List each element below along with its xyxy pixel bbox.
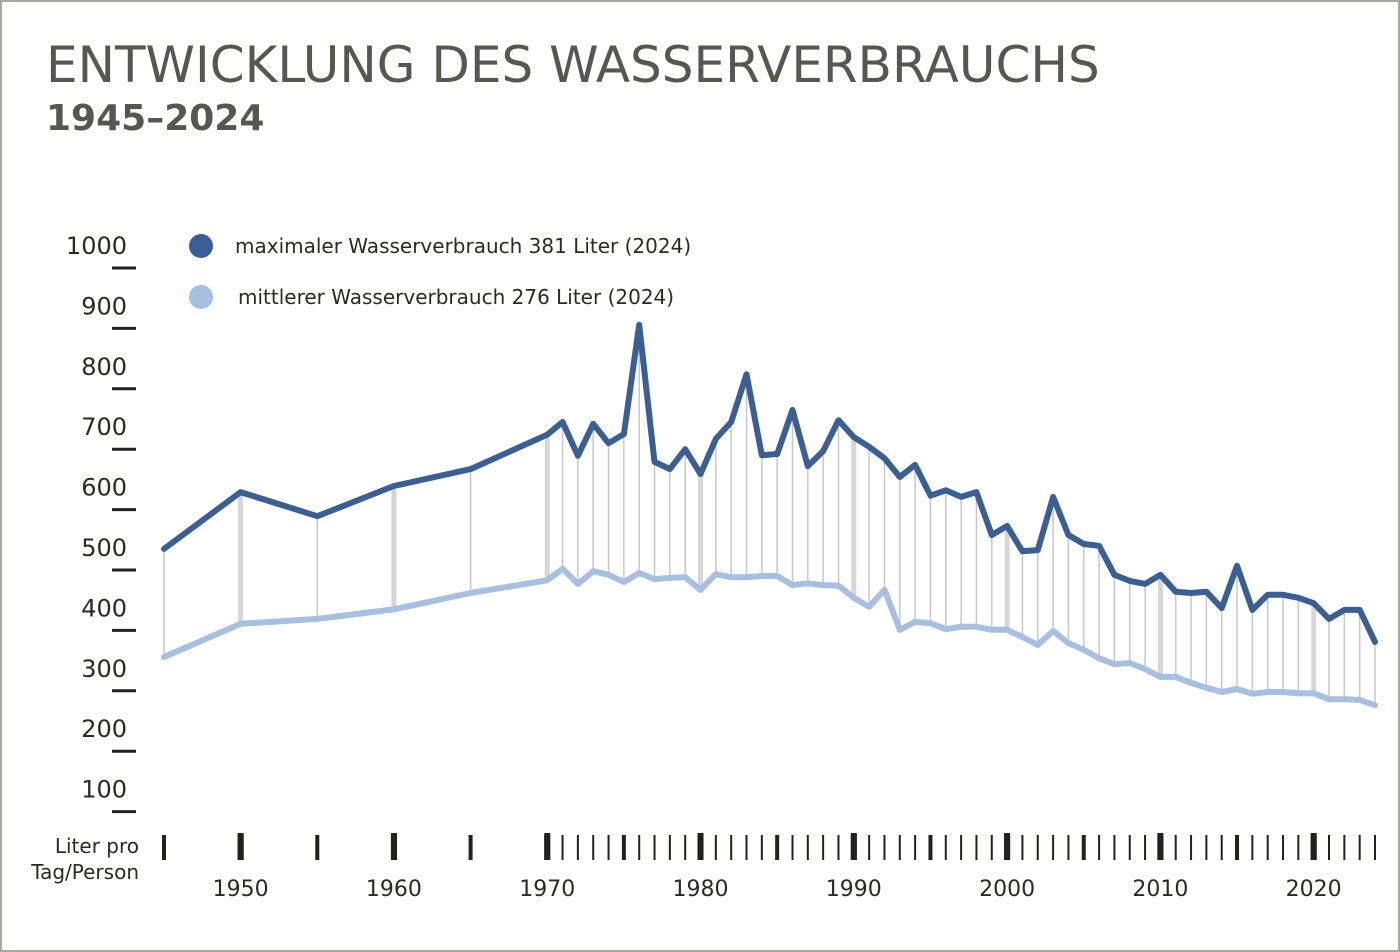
- y-tick-label: 600: [81, 474, 127, 502]
- x-tick-label: 1960: [366, 877, 422, 902]
- x-tick-label: 1970: [519, 877, 575, 902]
- chart-title: ENTWICKLUNG DES WASSERVERBRAUCHS: [46, 36, 1100, 94]
- legend-label: mittlerer Wasserverbrauch 276 Liter (202…: [238, 285, 674, 309]
- x-tick-label: 2020: [1286, 877, 1342, 902]
- x-tick-label: 2010: [1132, 877, 1188, 902]
- x-tick-label: 1990: [826, 877, 882, 902]
- y-tick-label: 400: [81, 594, 127, 622]
- series-line: [161, 321, 1378, 645]
- y-tick-label: 700: [81, 413, 127, 441]
- chart-subtitle: 1945–2024: [46, 98, 264, 139]
- legend-marker: [189, 285, 213, 309]
- y-tick-label: 100: [81, 776, 127, 804]
- y-tick-label: 800: [81, 353, 127, 381]
- x-tick-label: 1950: [213, 877, 269, 902]
- x-tick-label: 1980: [673, 877, 729, 902]
- y-tick-label: 1000: [66, 232, 127, 260]
- legend-label: maximaler Wasserverbrauch 381 Liter (202…: [235, 234, 691, 258]
- y-tick-label: 900: [81, 292, 127, 320]
- legend-marker: [189, 234, 213, 258]
- x-tick-label: 2000: [979, 877, 1035, 902]
- y-axis-label: Liter pro: [55, 834, 139, 858]
- y-tick-label: 200: [81, 715, 127, 743]
- y-axis-label: Tag/Person: [30, 860, 139, 884]
- series-line: [161, 565, 1378, 709]
- y-tick-label: 300: [81, 655, 127, 683]
- y-tick-label: 500: [81, 534, 127, 562]
